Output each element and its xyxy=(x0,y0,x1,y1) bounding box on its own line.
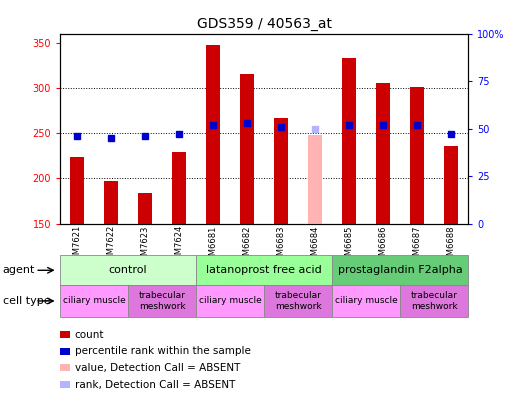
Text: trabecular
meshwork: trabecular meshwork xyxy=(275,291,322,310)
Text: latanoprost free acid: latanoprost free acid xyxy=(206,265,322,275)
Text: cell type: cell type xyxy=(3,296,50,306)
Bar xyxy=(173,152,186,224)
Title: GDS359 / 40563_at: GDS359 / 40563_at xyxy=(197,17,332,31)
Text: ciliary muscle: ciliary muscle xyxy=(199,297,262,305)
Bar xyxy=(445,146,458,224)
Text: trabecular
meshwork: trabecular meshwork xyxy=(139,291,186,310)
Bar xyxy=(70,157,84,224)
Bar xyxy=(138,193,152,224)
Bar xyxy=(275,118,288,224)
Bar xyxy=(342,58,356,224)
Text: control: control xyxy=(109,265,147,275)
Text: trabecular
meshwork: trabecular meshwork xyxy=(411,291,458,310)
Bar xyxy=(309,135,322,224)
Text: count: count xyxy=(75,329,104,340)
Bar xyxy=(105,181,118,224)
Bar xyxy=(241,74,254,224)
Text: percentile rank within the sample: percentile rank within the sample xyxy=(75,346,251,356)
Bar xyxy=(206,46,220,224)
Text: prostaglandin F2alpha: prostaglandin F2alpha xyxy=(338,265,462,275)
Text: agent: agent xyxy=(3,265,35,275)
Text: ciliary muscle: ciliary muscle xyxy=(335,297,397,305)
Text: rank, Detection Call = ABSENT: rank, Detection Call = ABSENT xyxy=(75,379,235,390)
Bar xyxy=(377,84,390,224)
Bar xyxy=(411,87,424,224)
Text: ciliary muscle: ciliary muscle xyxy=(63,297,126,305)
Text: value, Detection Call = ABSENT: value, Detection Call = ABSENT xyxy=(75,363,240,373)
